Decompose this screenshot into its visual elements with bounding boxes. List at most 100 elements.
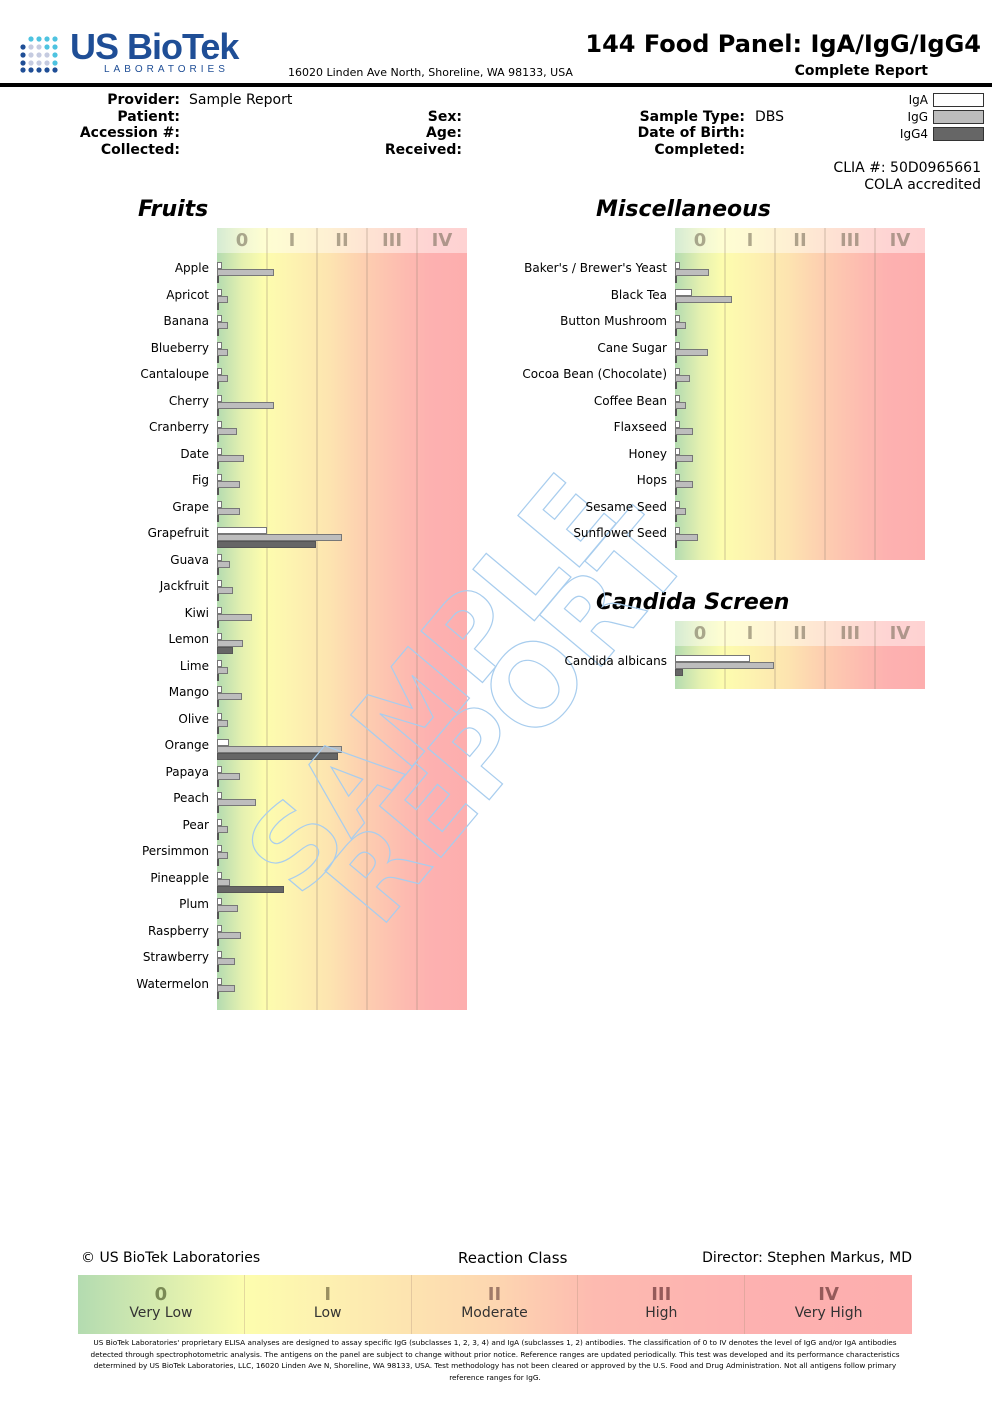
igg-bar bbox=[217, 958, 235, 965]
sample-type-label: Sample Type: bbox=[639, 109, 745, 125]
tick-label-class-0: 0 bbox=[693, 230, 707, 251]
igg4-bar bbox=[675, 461, 677, 469]
tick-label-class-1: I bbox=[746, 230, 754, 251]
patient-label: Patient: bbox=[117, 109, 180, 125]
iga-bar bbox=[217, 421, 222, 428]
reaction-class-legend: 0 Very Low I Low II Moderate III High IV Very… bbox=[78, 1275, 912, 1334]
food-label: Jackfruit bbox=[159, 579, 209, 593]
misc-title: Miscellaneous bbox=[596, 197, 771, 222]
igg-bar bbox=[675, 481, 693, 488]
age-label: Age: bbox=[426, 125, 462, 141]
class-gridline bbox=[416, 228, 418, 1010]
igg4-bar bbox=[217, 567, 219, 575]
disclaimer: US BioTek Laboratories' proprietary ELIS… bbox=[90, 1338, 900, 1382]
food-label: Grapefruit bbox=[147, 526, 209, 540]
iga-bar bbox=[217, 315, 222, 322]
class-3: III High bbox=[578, 1275, 746, 1334]
igg4-bar bbox=[217, 355, 219, 363]
igg4-bar bbox=[217, 488, 219, 495]
food-label: Cranberry bbox=[148, 420, 209, 434]
igg-bar bbox=[217, 507, 240, 515]
iga-bar bbox=[675, 500, 680, 508]
igg4-bar bbox=[675, 488, 677, 495]
sex-label: Sex: bbox=[427, 109, 462, 125]
iga-bar bbox=[675, 474, 680, 481]
food-label: Lemon bbox=[168, 632, 210, 646]
igg-bar bbox=[675, 507, 686, 515]
iga-bar bbox=[217, 288, 222, 296]
igg-bar bbox=[675, 375, 690, 382]
iga-bar bbox=[675, 315, 680, 322]
igg-bar bbox=[217, 587, 233, 594]
igg4-bar bbox=[217, 620, 219, 628]
igg4-bar bbox=[217, 753, 338, 760]
tick-label-class-4: IV bbox=[431, 230, 453, 251]
tick-label-class-2: II bbox=[335, 230, 349, 251]
igg4-bar bbox=[217, 859, 219, 866]
igg-bar bbox=[217, 746, 342, 753]
iga-bar bbox=[675, 447, 680, 455]
class-4-numeral: IV bbox=[818, 1284, 839, 1305]
iga-bar bbox=[217, 765, 222, 773]
igg-bar bbox=[217, 931, 241, 939]
candida-title: Candida Screen bbox=[596, 590, 790, 615]
igg4-bar bbox=[675, 329, 677, 336]
food-label: Fig bbox=[192, 473, 209, 487]
igg-bar bbox=[217, 905, 238, 912]
director: Director: Stephen Markus, MD bbox=[702, 1250, 912, 1266]
food-label: Lime bbox=[179, 658, 209, 673]
igg-bar bbox=[217, 878, 230, 886]
igg4-bar bbox=[217, 514, 219, 522]
iga-bar bbox=[217, 368, 222, 375]
igg4-bar bbox=[217, 912, 219, 919]
igg-bar bbox=[675, 269, 709, 276]
legend-igg-swatch bbox=[933, 110, 984, 124]
iga-bar bbox=[675, 394, 680, 402]
class-1: I Low bbox=[245, 1275, 412, 1334]
fruits-chart: 0 I II III IV bbox=[217, 228, 467, 1010]
legend-igg4-swatch bbox=[933, 127, 984, 141]
lab-address: 16020 Linden Ave North, Shoreline, WA 98… bbox=[288, 66, 573, 79]
class-gridline bbox=[266, 228, 268, 1010]
iga-bar bbox=[217, 977, 222, 985]
food-label: Plum bbox=[179, 897, 209, 911]
igg-bar bbox=[675, 428, 693, 435]
iga-bar bbox=[217, 262, 222, 269]
tick-label-class-3: III bbox=[381, 230, 403, 251]
iga-bar bbox=[217, 951, 222, 958]
class-gridline bbox=[874, 621, 876, 689]
iga-bar bbox=[675, 421, 680, 428]
class-3-numeral: III bbox=[651, 1284, 672, 1305]
igg-bar bbox=[675, 295, 732, 303]
igg4-bar bbox=[217, 726, 219, 734]
igg-bar bbox=[217, 772, 240, 780]
food-label: Baker's / Brewer's Yeast bbox=[524, 261, 667, 275]
legend-igg4-label: IgG4 bbox=[899, 127, 928, 141]
igg-bar bbox=[675, 454, 693, 462]
iga-bar bbox=[217, 633, 222, 640]
igg4-bar bbox=[217, 991, 219, 999]
tick-label-class-1: I bbox=[746, 623, 754, 644]
igg4-bar bbox=[217, 382, 219, 389]
igg-bar bbox=[217, 348, 228, 356]
cola-accreditation: COLA accredited bbox=[864, 177, 981, 193]
food-label: Apricot bbox=[166, 287, 209, 302]
food-label: Watermelon bbox=[136, 976, 209, 991]
tick-label-class-2: II bbox=[793, 623, 807, 644]
header-divider bbox=[0, 83, 992, 87]
igg-bar bbox=[217, 269, 274, 276]
iga-bar bbox=[675, 262, 680, 269]
igg4-bar bbox=[217, 276, 219, 283]
class-2-numeral: II bbox=[487, 1284, 502, 1305]
iga-bar bbox=[217, 606, 222, 614]
food-label: Pineapple bbox=[150, 870, 209, 885]
class-0: 0 Very Low bbox=[78, 1275, 245, 1334]
copyright: © US BioTek Laboratories bbox=[81, 1250, 261, 1266]
iga-bar bbox=[217, 580, 222, 587]
iga-bar bbox=[675, 655, 750, 662]
food-label: Papaya bbox=[165, 764, 209, 779]
reaction-class-title: Reaction Class bbox=[458, 1249, 568, 1267]
igg-bar bbox=[675, 322, 686, 329]
iga-bar bbox=[217, 871, 222, 879]
iga-bar bbox=[217, 686, 222, 693]
